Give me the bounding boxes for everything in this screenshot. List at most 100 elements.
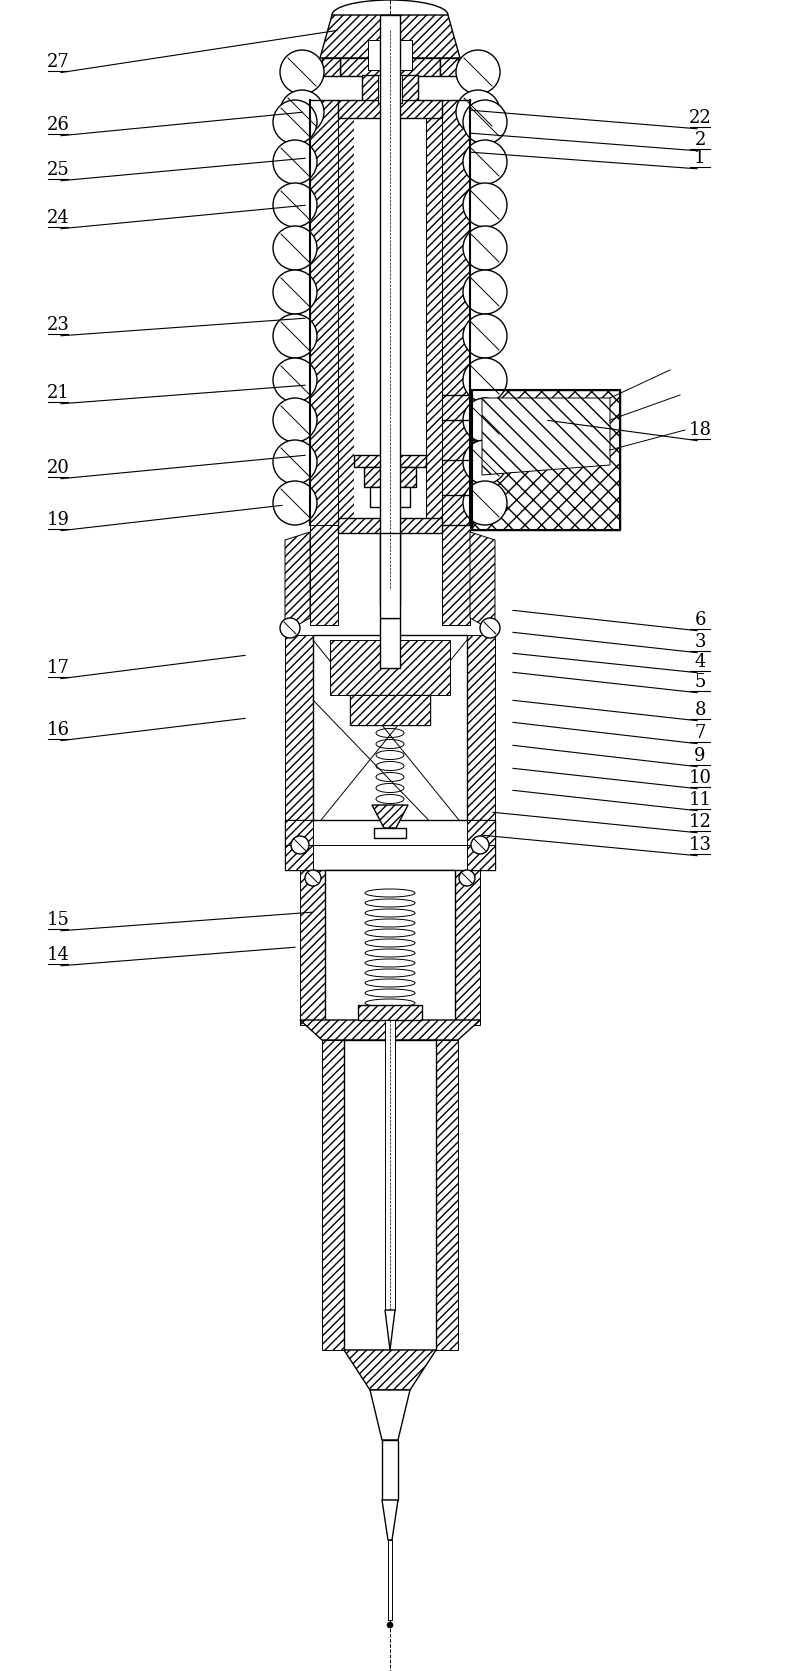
Bar xyxy=(325,871,455,1024)
Bar xyxy=(322,1039,344,1350)
Bar xyxy=(313,635,467,830)
Polygon shape xyxy=(300,1019,480,1039)
Circle shape xyxy=(463,140,507,184)
Circle shape xyxy=(463,439,507,485)
Bar xyxy=(385,1019,395,1310)
Text: 18: 18 xyxy=(689,421,711,439)
Bar xyxy=(380,533,400,618)
Text: 20: 20 xyxy=(46,460,70,476)
Bar xyxy=(285,820,313,871)
Circle shape xyxy=(463,314,507,358)
Circle shape xyxy=(463,481,507,525)
Polygon shape xyxy=(320,15,460,58)
Bar xyxy=(338,100,354,525)
Text: 12: 12 xyxy=(689,814,711,830)
Text: 22: 22 xyxy=(689,109,711,127)
Text: 2: 2 xyxy=(694,130,706,149)
Text: 11: 11 xyxy=(689,790,711,809)
Text: 26: 26 xyxy=(46,115,70,134)
Text: 3: 3 xyxy=(694,633,706,652)
Text: 16: 16 xyxy=(46,720,70,739)
Text: 4: 4 xyxy=(694,653,706,672)
Bar xyxy=(368,40,412,70)
Circle shape xyxy=(280,618,300,638)
Bar xyxy=(322,58,340,75)
Bar xyxy=(388,1541,392,1619)
Bar xyxy=(364,466,416,486)
Bar xyxy=(330,640,450,695)
Circle shape xyxy=(273,398,317,443)
Bar xyxy=(380,15,400,605)
Text: 8: 8 xyxy=(694,702,706,719)
Text: 7: 7 xyxy=(694,724,706,742)
Text: 10: 10 xyxy=(689,769,711,787)
Polygon shape xyxy=(285,531,310,632)
Circle shape xyxy=(480,618,500,638)
Circle shape xyxy=(273,226,317,271)
Bar xyxy=(426,100,442,525)
Bar xyxy=(467,820,495,871)
Circle shape xyxy=(305,871,321,886)
Text: 24: 24 xyxy=(46,209,70,227)
Circle shape xyxy=(463,184,507,227)
Bar xyxy=(350,695,430,725)
Bar xyxy=(467,635,495,830)
Circle shape xyxy=(463,100,507,144)
Bar xyxy=(310,100,338,525)
Circle shape xyxy=(273,184,317,227)
Bar xyxy=(370,486,410,506)
Text: 25: 25 xyxy=(46,160,70,179)
Bar xyxy=(285,635,313,830)
Text: 15: 15 xyxy=(46,911,70,929)
Bar xyxy=(382,1440,398,1501)
Circle shape xyxy=(463,271,507,314)
Text: 9: 9 xyxy=(694,747,706,765)
Circle shape xyxy=(273,314,317,358)
Bar xyxy=(472,389,620,530)
Text: 1: 1 xyxy=(694,149,706,167)
Bar xyxy=(310,525,338,625)
Circle shape xyxy=(471,836,489,854)
Text: 5: 5 xyxy=(694,673,706,692)
Text: 13: 13 xyxy=(689,836,711,854)
Bar xyxy=(380,618,400,668)
Circle shape xyxy=(273,100,317,144)
Polygon shape xyxy=(382,1501,398,1541)
Bar xyxy=(338,518,442,533)
Circle shape xyxy=(291,836,309,854)
Bar xyxy=(362,75,418,104)
Polygon shape xyxy=(472,389,620,530)
Polygon shape xyxy=(470,531,495,632)
Polygon shape xyxy=(372,805,408,829)
Circle shape xyxy=(280,90,324,134)
Circle shape xyxy=(387,1623,393,1628)
Bar xyxy=(354,455,426,466)
Circle shape xyxy=(459,871,475,886)
Bar xyxy=(378,75,402,104)
Circle shape xyxy=(273,481,317,525)
Bar xyxy=(344,1039,436,1350)
Polygon shape xyxy=(370,1390,410,1440)
Bar xyxy=(340,58,440,75)
Polygon shape xyxy=(285,820,495,871)
Circle shape xyxy=(456,90,500,134)
Circle shape xyxy=(463,358,507,403)
Circle shape xyxy=(456,50,500,94)
Text: 19: 19 xyxy=(46,511,70,530)
Text: 23: 23 xyxy=(46,316,70,334)
Circle shape xyxy=(463,398,507,443)
Text: 21: 21 xyxy=(46,384,70,403)
Bar xyxy=(374,829,406,837)
Circle shape xyxy=(273,439,317,485)
Circle shape xyxy=(273,140,317,184)
Bar xyxy=(455,871,480,1024)
Text: 27: 27 xyxy=(46,53,70,70)
Bar xyxy=(436,1039,458,1350)
Bar xyxy=(440,58,458,75)
Bar xyxy=(354,100,426,525)
Bar xyxy=(350,695,430,725)
Polygon shape xyxy=(385,1310,395,1350)
Polygon shape xyxy=(344,1350,436,1390)
Polygon shape xyxy=(482,398,610,475)
Circle shape xyxy=(463,226,507,271)
